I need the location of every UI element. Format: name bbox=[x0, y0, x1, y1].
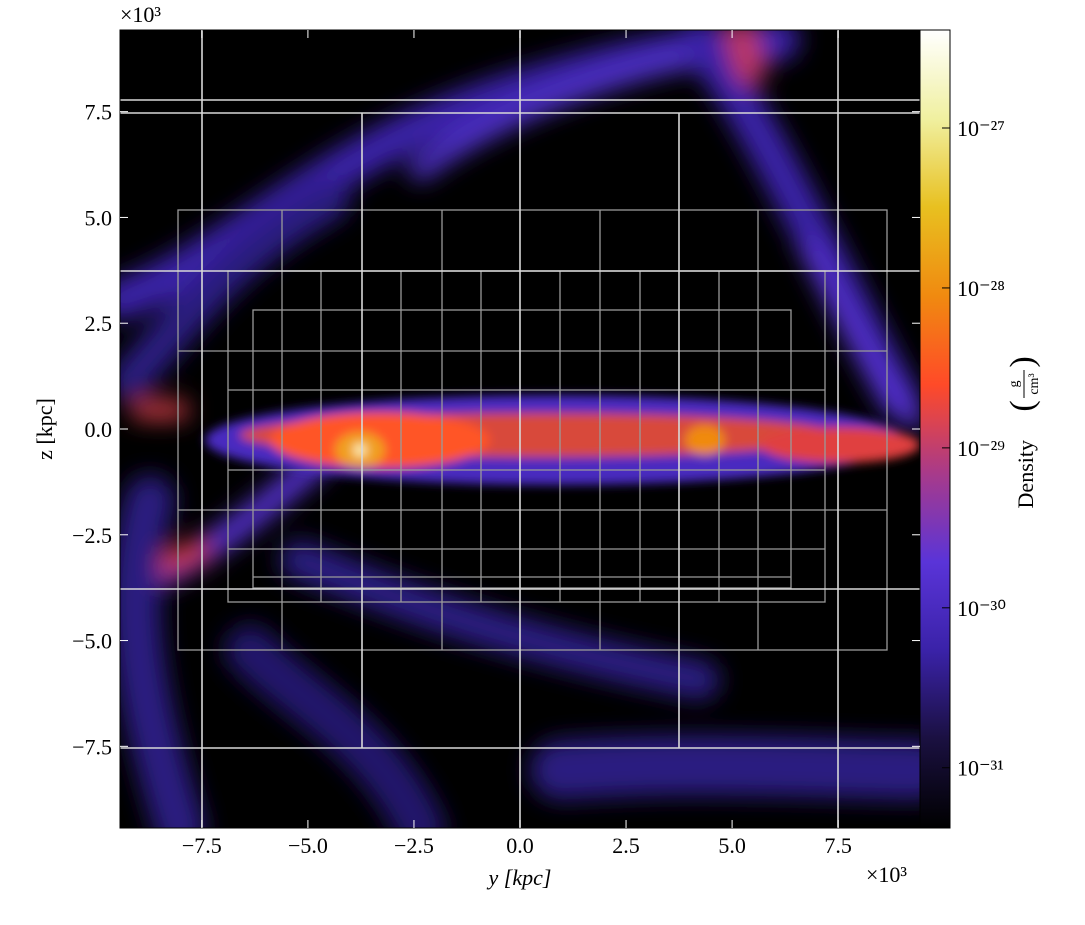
colorbar-unit-numerator: g bbox=[1007, 381, 1022, 388]
paren-close: ) bbox=[1004, 356, 1041, 367]
amr-grid bbox=[120, 30, 920, 828]
x-tick-label: −7.5 bbox=[182, 833, 222, 858]
colorbar-tick-label: 10⁻³⁰ bbox=[957, 596, 1006, 621]
colorbar bbox=[919, 29, 951, 829]
colorbar-tick-label: 10⁻²⁷ bbox=[957, 116, 1005, 141]
colorbar-tick-label: 10⁻²⁸ bbox=[957, 276, 1005, 301]
y-tick-label: 2.5 bbox=[85, 311, 113, 336]
colorbar-label: Density bbox=[1013, 440, 1038, 508]
x-tick-label: 0.0 bbox=[506, 833, 534, 858]
x-tick-label: −5.0 bbox=[288, 833, 328, 858]
x-tick-label: 7.5 bbox=[824, 833, 852, 858]
y-tick-label: 5.0 bbox=[85, 205, 113, 230]
y-tick-label: 0.0 bbox=[85, 417, 113, 442]
x-tick-label: 2.5 bbox=[612, 833, 640, 858]
colorbar-tick-label: 10⁻²⁹ bbox=[957, 436, 1005, 461]
colorbar-tick-label: 10⁻³¹ bbox=[957, 756, 1004, 781]
x-tick-label: −2.5 bbox=[394, 833, 434, 858]
y-axis-label: z [kpc] bbox=[32, 398, 57, 460]
x-multiplier: ×10³ bbox=[866, 862, 907, 887]
x-axis-label: y [kpc] bbox=[487, 865, 552, 890]
y-tick-label: 7.5 bbox=[85, 100, 113, 125]
paren-open: ( bbox=[1004, 400, 1041, 411]
density-image bbox=[120, 30, 920, 828]
y-tick-label: −5.0 bbox=[72, 629, 112, 654]
y-tick-label: −7.5 bbox=[72, 734, 112, 759]
x-tick-label: 5.0 bbox=[718, 833, 746, 858]
colorbar-unit-denominator: cm³ bbox=[1027, 373, 1042, 394]
y-multiplier: ×10³ bbox=[120, 2, 161, 27]
y-tick-label: −2.5 bbox=[72, 523, 112, 548]
